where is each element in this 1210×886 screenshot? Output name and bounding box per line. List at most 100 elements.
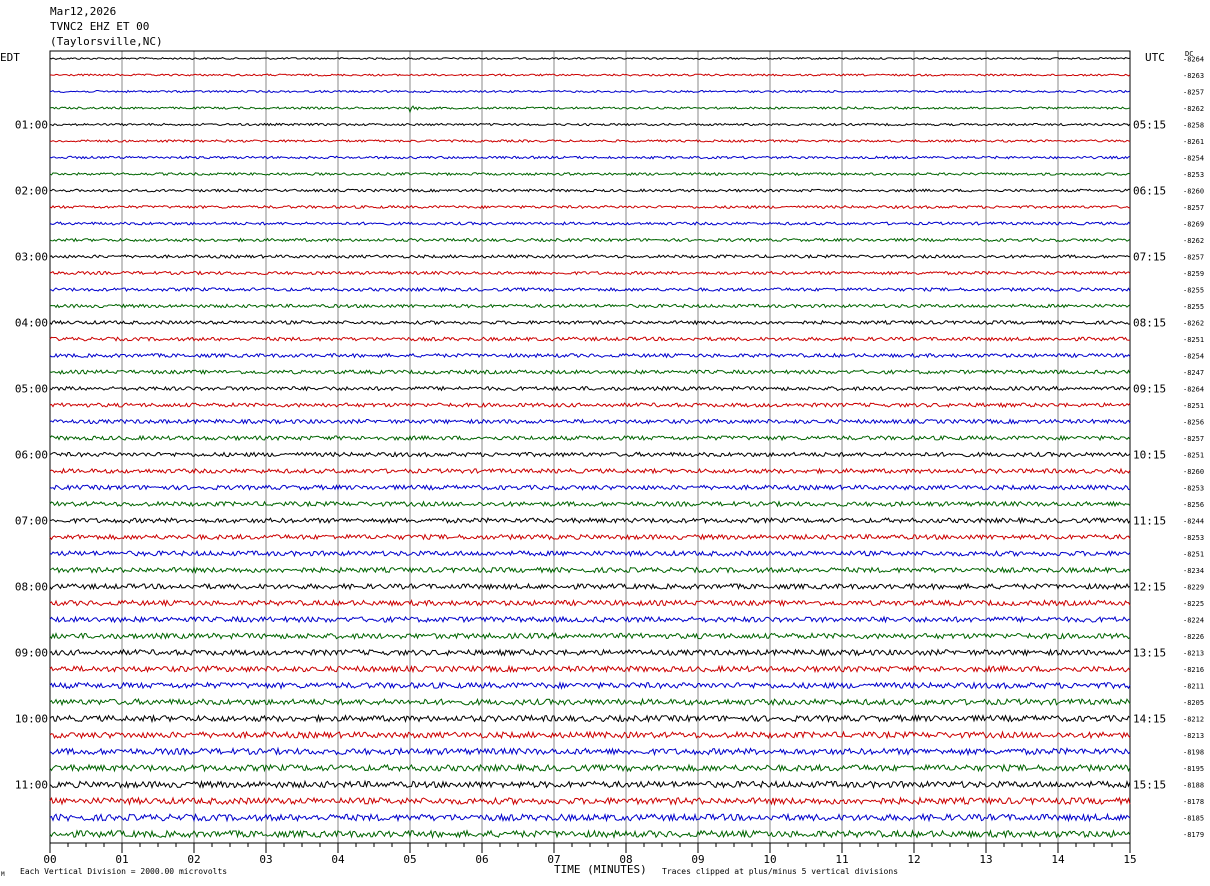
trace-10 (49, 221, 1131, 226)
trace-14 (49, 286, 1131, 293)
trace-35 (49, 631, 1131, 641)
dc-offset-label: -8258 (1183, 122, 1204, 130)
edt-hour-label: 03:00 (15, 251, 48, 264)
x-tick-label: 13 (979, 853, 992, 866)
trace-34 (49, 615, 1131, 624)
x-tick-label: 06 (475, 853, 488, 866)
edt-hour-label: 06:00 (15, 449, 48, 462)
dc-offset-label: -8264 (1183, 56, 1204, 64)
x-tick-label: 09 (691, 853, 704, 866)
dc-offset-label: -8254 (1183, 353, 1204, 361)
dc-offset-label: -8257 (1183, 254, 1204, 262)
utc-hour-label: 08:15 (1133, 317, 1166, 330)
dc-offset-label: -8198 (1183, 749, 1204, 757)
edt-hour-label: 10:00 (15, 713, 48, 726)
dc-offset-label: -8224 (1183, 617, 1204, 625)
corner-mark: M (1, 871, 5, 878)
dc-offset-label: -8229 (1183, 584, 1204, 592)
trace-36 (49, 648, 1131, 657)
utc-hour-label: 10:15 (1133, 449, 1166, 462)
dc-offset-label: -8179 (1183, 831, 1204, 839)
trace-33 (49, 598, 1131, 608)
x-tick-label: 03 (259, 853, 272, 866)
utc-hour-label: 11:15 (1133, 515, 1166, 528)
dc-offset-label: -8253 (1183, 485, 1204, 493)
trace-25 (49, 467, 1131, 475)
x-tick-label: 14 (1051, 853, 1065, 866)
dc-offset-label: -8262 (1183, 105, 1204, 113)
trace-1 (50, 73, 1131, 77)
dc-offset-label: -8213 (1183, 650, 1204, 658)
trace-0 (49, 56, 1131, 61)
dc-offset-label: -8251 (1183, 551, 1204, 559)
trace-30 (49, 549, 1131, 558)
x-tick-label: 04 (331, 853, 345, 866)
plot-frame (49, 50, 1131, 844)
trace-8 (49, 188, 1131, 193)
dc-offset-label: -8251 (1183, 452, 1204, 460)
x-tick-label: 15 (1123, 853, 1136, 866)
dc-offset-label: -8262 (1183, 237, 1204, 245)
clip-note: Traces clipped at plus/minus 5 vertical … (662, 867, 899, 876)
dc-offset-label: -8188 (1183, 782, 1204, 790)
trace-9 (49, 204, 1131, 210)
dc-offset-label: -8254 (1183, 155, 1204, 163)
utc-hour-label: 14:15 (1133, 713, 1166, 726)
x-tick-label: 01 (115, 853, 128, 866)
dc-header-label: DC (1185, 50, 1193, 58)
trace-3 (49, 105, 1131, 114)
trace-45 (49, 796, 1131, 807)
x-tick-label: 07 (547, 853, 560, 866)
dc-offset-label: -8253 (1183, 171, 1204, 179)
trace-43 (49, 763, 1131, 773)
dc-offset-label: -8234 (1183, 567, 1204, 575)
dc-offset-label: -8261 (1183, 138, 1204, 146)
dc-offset-label: -8257 (1183, 204, 1204, 212)
utc-hour-label: 06:15 (1133, 185, 1166, 198)
trace-4 (49, 122, 1131, 127)
dc-offset-label: -8264 (1183, 386, 1204, 394)
trace-47 (49, 828, 1131, 840)
trace-11 (49, 237, 1131, 243)
dc-offset-label: -8226 (1183, 633, 1204, 641)
dc-offset-label: -8260 (1183, 188, 1204, 196)
scale-note: Each Vertical Division = 2000.00 microvo… (20, 867, 228, 876)
utc-hour-label: 07:15 (1133, 251, 1166, 264)
trace-26 (49, 484, 1131, 491)
x-tick-label: 10 (763, 853, 776, 866)
edt-hour-label: 01:00 (15, 119, 48, 132)
edt-hour-label: 04:00 (15, 317, 48, 330)
edt-hour-label: 05:00 (15, 383, 48, 396)
trace-24 (49, 451, 1131, 458)
dc-offset-label: -8205 (1183, 699, 1204, 707)
trace-16 (49, 319, 1131, 326)
trace-41 (49, 730, 1131, 740)
trace-42 (49, 746, 1131, 757)
trace-46 (49, 812, 1131, 823)
edt-hour-label: 07:00 (15, 515, 48, 528)
dc-offset-label: -8185 (1183, 815, 1204, 823)
edt-hour-label: 08:00 (15, 581, 48, 594)
trace-23 (49, 434, 1131, 442)
utc-hour-label: 05:15 (1133, 119, 1166, 132)
trace-32 (49, 582, 1131, 591)
edt-hour-label: 09:00 (15, 647, 48, 660)
trace-13 (49, 270, 1131, 276)
edt-axis-label: EDT (0, 51, 20, 64)
dc-offset-label: -8256 (1183, 501, 1204, 509)
trace-17 (49, 336, 1131, 342)
x-tick-label: 12 (907, 853, 920, 866)
trace-39 (49, 697, 1131, 707)
dc-offset-label: -8263 (1183, 72, 1204, 80)
dc-offset-label: -8259 (1183, 270, 1204, 278)
dc-offset-label: -8269 (1183, 221, 1204, 229)
utc-hour-label: 09:15 (1133, 383, 1166, 396)
trace-5 (49, 139, 1131, 143)
dc-offset-label: -8247 (1183, 369, 1204, 377)
x-tick-label: 05 (403, 853, 416, 866)
dc-offset-label: -8251 (1183, 336, 1204, 344)
x-tick-label: 00 (43, 853, 56, 866)
x-axis-title: TIME (MINUTES) (554, 863, 647, 876)
edt-hour-label: 11:00 (15, 779, 48, 792)
